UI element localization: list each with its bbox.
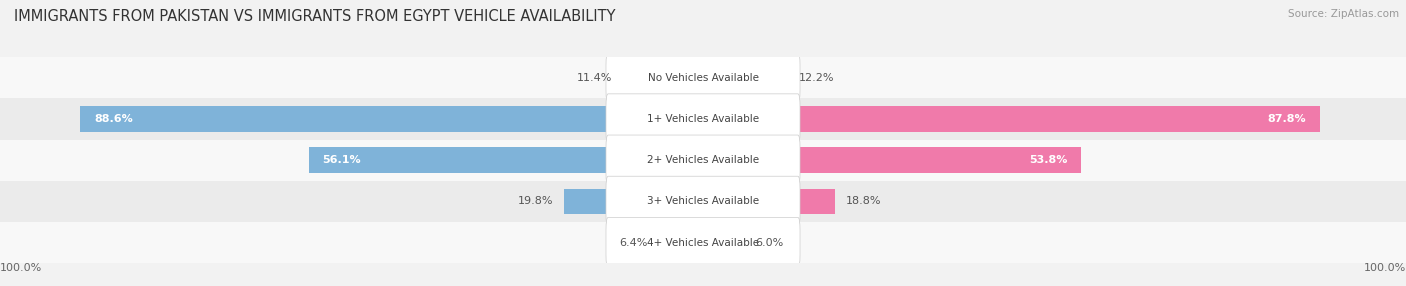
Text: 53.8%: 53.8%	[1029, 155, 1067, 165]
FancyBboxPatch shape	[606, 217, 800, 268]
Text: 11.4%: 11.4%	[576, 73, 613, 83]
FancyBboxPatch shape	[606, 135, 800, 185]
Text: 6.4%: 6.4%	[619, 238, 647, 247]
Text: 19.8%: 19.8%	[517, 196, 554, 206]
Text: 87.8%: 87.8%	[1268, 114, 1306, 124]
Text: 6.0%: 6.0%	[756, 238, 785, 247]
Text: 4+ Vehicles Available: 4+ Vehicles Available	[647, 238, 759, 247]
Text: 18.8%: 18.8%	[846, 196, 882, 206]
Text: 88.6%: 88.6%	[94, 114, 134, 124]
Bar	[80, 106, 609, 132]
Text: 2+ Vehicles Available: 2+ Vehicles Available	[647, 155, 759, 165]
Bar	[0, 222, 1406, 263]
Text: 12.2%: 12.2%	[799, 73, 835, 83]
Text: 56.1%: 56.1%	[323, 155, 361, 165]
Bar	[799, 147, 1081, 173]
Text: 100.0%: 100.0%	[0, 263, 42, 273]
FancyBboxPatch shape	[606, 176, 800, 227]
Text: 3+ Vehicles Available: 3+ Vehicles Available	[647, 196, 759, 206]
Text: Source: ZipAtlas.com: Source: ZipAtlas.com	[1288, 9, 1399, 19]
FancyBboxPatch shape	[606, 94, 800, 144]
Bar	[0, 181, 1406, 222]
Bar	[0, 57, 1406, 98]
Text: IMMIGRANTS FROM PAKISTAN VS IMMIGRANTS FROM EGYPT VEHICLE AVAILABILITY: IMMIGRANTS FROM PAKISTAN VS IMMIGRANTS F…	[14, 9, 616, 23]
Bar	[309, 147, 609, 173]
Text: 1+ Vehicles Available: 1+ Vehicles Available	[647, 114, 759, 124]
Text: 100.0%: 100.0%	[1364, 263, 1406, 273]
Bar	[799, 106, 1320, 132]
FancyBboxPatch shape	[606, 53, 800, 103]
Text: No Vehicles Available: No Vehicles Available	[648, 73, 758, 83]
Bar	[0, 140, 1406, 181]
Bar	[799, 188, 835, 214]
Bar	[0, 98, 1406, 140]
Bar	[564, 188, 609, 214]
